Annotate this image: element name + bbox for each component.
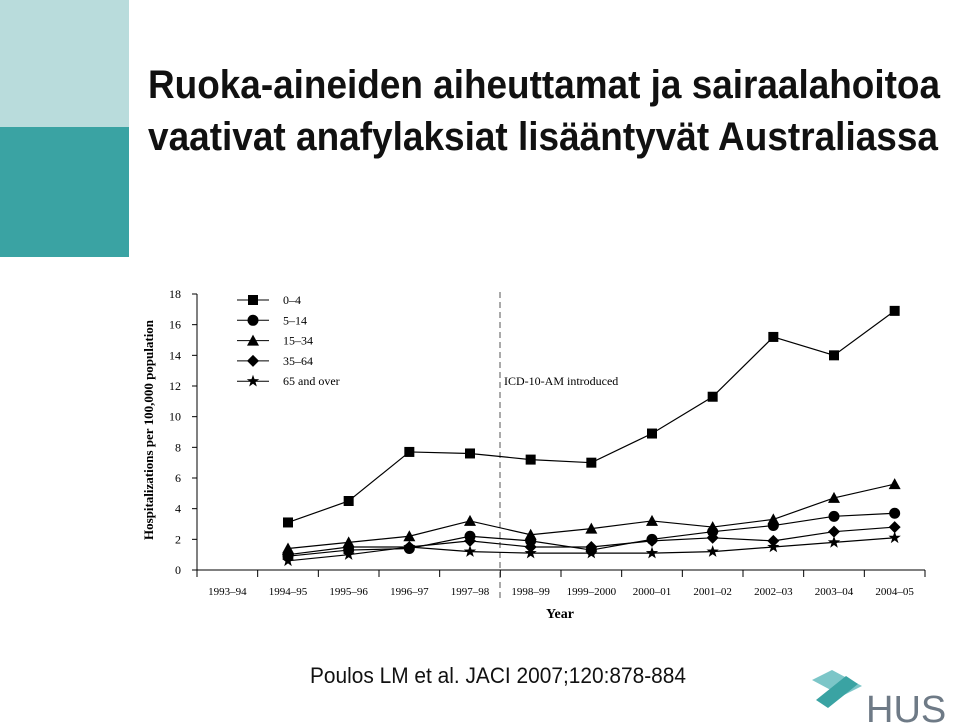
marker	[828, 491, 840, 503]
marker	[706, 521, 719, 533]
legend-label: 35–64	[283, 354, 313, 368]
marker	[645, 546, 659, 559]
marker	[646, 514, 658, 526]
legend-label: 0–4	[283, 293, 301, 307]
y-axis-label: Hospitalizations per 100,000 population	[141, 319, 156, 540]
marker	[342, 541, 355, 553]
x-tick-label: 1996–97	[390, 586, 429, 598]
x-tick-label: 1995–96	[329, 586, 368, 598]
marker	[767, 540, 780, 553]
marker	[246, 374, 260, 387]
marker	[343, 496, 354, 506]
series-line	[287, 483, 895, 550]
marker	[706, 545, 719, 557]
marker	[586, 457, 597, 468]
legend-label: 65 and over	[283, 374, 340, 388]
marker	[282, 542, 294, 554]
y-tick-label: 14	[169, 348, 181, 362]
marker	[827, 535, 841, 548]
slide-title: vaativat anafylaksiat lisääntyvät Austra…	[148, 115, 939, 159]
marker	[889, 305, 900, 316]
marker	[585, 522, 598, 534]
y-tick-label: 12	[169, 379, 181, 393]
y-tick-label: 2	[175, 532, 181, 546]
x-tick-label: 2004–05	[875, 586, 914, 598]
y-tick-label: 18	[169, 287, 181, 301]
citation: Poulos LM et al. JACI 2007;120:878-884	[310, 663, 686, 688]
marker	[404, 446, 415, 457]
marker	[464, 534, 476, 547]
marker	[281, 554, 295, 567]
annotation: ICD-10-AM introduced	[504, 374, 618, 388]
marker	[403, 540, 416, 553]
marker	[646, 534, 658, 547]
marker	[247, 334, 259, 346]
marker	[403, 530, 416, 542]
x-tick-label: 1994–95	[269, 586, 308, 598]
marker	[828, 510, 840, 522]
marker	[465, 448, 475, 459]
logo: HUS	[812, 670, 946, 727]
x-tick-label: 2002–03	[754, 586, 793, 598]
marker	[888, 478, 901, 490]
marker	[464, 514, 476, 526]
marker	[342, 548, 355, 560]
marker	[283, 517, 293, 528]
y-tick-label: 4	[175, 502, 181, 516]
slide-title: Ruoka-aineiden aiheuttamat ja sairaalaho…	[148, 63, 941, 107]
marker	[767, 513, 780, 525]
y-tick-label: 10	[169, 410, 181, 424]
marker	[889, 507, 901, 519]
legend-label: 5–14	[283, 313, 307, 327]
marker	[463, 545, 477, 557]
marker	[525, 454, 536, 465]
marker	[829, 350, 839, 361]
marker	[247, 314, 259, 326]
marker	[828, 525, 840, 538]
marker	[647, 428, 657, 439]
marker	[768, 331, 779, 342]
series-line	[287, 310, 896, 524]
logo-icon	[816, 676, 858, 708]
y-tick-label: 16	[169, 318, 181, 332]
legend-label: 15–34	[283, 334, 313, 348]
marker	[524, 546, 537, 559]
y-tick-label: 8	[175, 440, 181, 454]
y-tick-label: 6	[175, 471, 181, 485]
x-tick-label: 1993–94	[208, 586, 247, 598]
x-tick-label: 2001–02	[693, 586, 732, 598]
x-axis-label: Year	[546, 607, 574, 622]
y-tick-label: 0	[175, 563, 181, 577]
marker	[524, 528, 537, 540]
marker	[888, 531, 901, 544]
marker	[248, 295, 258, 305]
marker	[247, 354, 259, 367]
logo-text: HUS	[866, 689, 946, 727]
x-tick-label: 1999–2000	[567, 586, 617, 598]
x-tick-label: 1997–98	[451, 586, 490, 598]
x-tick-label: 2000–01	[633, 586, 672, 598]
decor-block	[0, 127, 129, 257]
marker	[707, 391, 718, 402]
marker	[585, 546, 598, 559]
x-tick-label: 1998–99	[511, 586, 550, 598]
decor-block	[0, 0, 129, 127]
x-tick-label: 2003–04	[815, 586, 854, 598]
marker	[706, 531, 719, 544]
marker	[888, 521, 901, 534]
